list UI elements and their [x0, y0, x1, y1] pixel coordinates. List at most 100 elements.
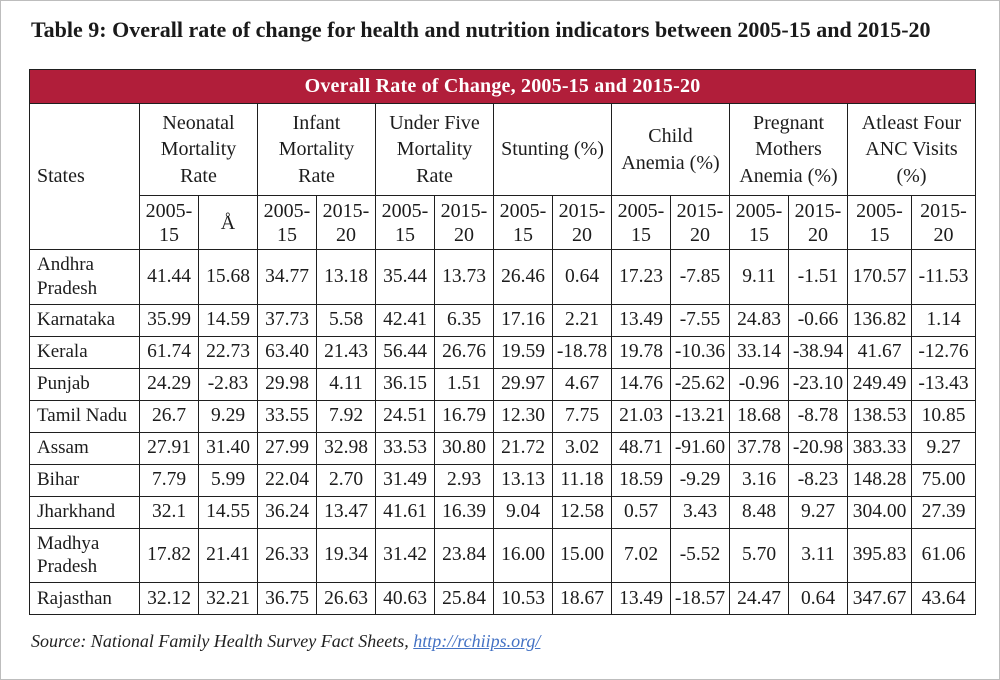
value-cell: 2.93 [434, 463, 494, 497]
value-cell: 13.73 [434, 249, 494, 305]
value-cell: -11.53 [910, 249, 977, 305]
table-row: Madhya Pradesh 17.82 21.41 26.33 19.34 31.42 2… [29, 527, 977, 583]
value-cell: -18.57 [670, 582, 730, 615]
value-cell: 7.02 [611, 527, 671, 583]
value-cell: 3.02 [552, 431, 612, 465]
value-cell: 16.79 [434, 399, 494, 433]
value-cell: -38.94 [788, 335, 848, 369]
value-cell: 19.34 [316, 527, 376, 583]
period-sub-header: 2005- 15 [847, 195, 912, 250]
sub-header-row: 2005- 15 Å 2005- 15 2015- 20 2005- 15 2015- 2… [30, 195, 977, 250]
value-cell: 21.03 [611, 399, 671, 433]
column-group-header: Pregnant Mothers Anemia (%) [729, 103, 848, 196]
value-cell: 0.57 [611, 495, 671, 529]
table-row: Bihar 7.79 5.99 22.04 2.70 31.49 2.93 13.13 11.1… [29, 463, 977, 497]
table-row: Karnataka 35.99 14.59 37.73 5.58 42.41 6.35 17.… [29, 303, 977, 337]
value-cell: 3.43 [670, 495, 730, 529]
value-cell: -10.36 [670, 335, 730, 369]
value-cell: -5.52 [670, 527, 730, 583]
table-row: Tamil Nadu 26.7 9.29 33.55 7.92 24.51 16.79 12.… [29, 399, 977, 433]
value-cell: 7.75 [552, 399, 612, 433]
value-cell: 5.58 [316, 303, 376, 337]
column-group-header: Infant Mortality Rate [257, 103, 376, 196]
value-cell: 15.00 [552, 527, 612, 583]
value-cell: 37.73 [257, 303, 317, 337]
value-cell: 61.06 [910, 527, 977, 583]
value-cell: 27.91 [139, 431, 199, 465]
value-cell: 14.76 [611, 367, 671, 401]
value-cell: 24.83 [729, 303, 789, 337]
value-cell: 36.15 [375, 367, 435, 401]
value-cell: 7.92 [316, 399, 376, 433]
value-cell: 24.29 [139, 367, 199, 401]
value-cell: 26.7 [139, 399, 199, 433]
states-column-header: States [29, 103, 140, 250]
value-cell: 33.53 [375, 431, 435, 465]
source-link[interactable]: http://rchiips.org/ [413, 631, 541, 651]
value-cell: 43.64 [910, 582, 977, 615]
column-group-header: Stunting (%) [493, 103, 612, 196]
value-cell: 9.04 [493, 495, 553, 529]
value-cell: 17.23 [611, 249, 671, 305]
value-cell: 3.11 [788, 527, 848, 583]
value-cell: 18.59 [611, 463, 671, 497]
value-cell: -23.10 [788, 367, 848, 401]
period-sub-header: 2005- 15 [375, 195, 435, 250]
source-text: Source: National Family Health Survey Fa… [31, 631, 414, 651]
value-cell: 14.59 [198, 303, 258, 337]
value-cell: 0.64 [788, 582, 848, 615]
value-cell: 35.99 [139, 303, 199, 337]
value-cell: 32.98 [316, 431, 376, 465]
value-cell: 0.64 [552, 249, 612, 305]
value-cell: 10.85 [910, 399, 977, 433]
value-cell: 2.70 [316, 463, 376, 497]
value-cell: 19.59 [493, 335, 553, 369]
period-sub-header: 2015- 20 [910, 195, 977, 250]
value-cell: 32.21 [198, 582, 258, 615]
value-cell: -13.43 [910, 367, 977, 401]
period-sub-header: 2005- 15 [729, 195, 789, 250]
value-cell: 347.67 [847, 582, 912, 615]
value-cell: 23.84 [434, 527, 494, 583]
value-cell: 16.39 [434, 495, 494, 529]
value-cell: 5.70 [729, 527, 789, 583]
value-cell: -13.21 [670, 399, 730, 433]
value-cell: 10.53 [493, 582, 553, 615]
value-cell: 18.67 [552, 582, 612, 615]
state-name: Bihar [29, 463, 140, 497]
value-cell: -20.98 [788, 431, 848, 465]
value-cell: 41.67 [847, 335, 912, 369]
value-cell: 138.53 [847, 399, 912, 433]
value-cell: 30.80 [434, 431, 494, 465]
value-cell: 395.83 [847, 527, 912, 583]
value-cell: 170.57 [847, 249, 912, 305]
value-cell: 22.04 [257, 463, 317, 497]
value-cell: 5.99 [198, 463, 258, 497]
state-name: Jharkhand [29, 495, 140, 529]
period-sub-header: 2005- 15 [257, 195, 317, 250]
column-group-header: Under Five Mortality Rate [375, 103, 494, 196]
value-cell: 56.44 [375, 335, 435, 369]
value-cell: 63.40 [257, 335, 317, 369]
state-name: Kerala [29, 335, 140, 369]
period-sub-header: 2015- 20 [788, 195, 848, 250]
value-cell: 25.84 [434, 582, 494, 615]
value-cell: 9.27 [910, 431, 977, 465]
table-body: Andhra Pradesh 41.44 15.68 34.77 13.18 35.44 1… [29, 249, 977, 615]
value-cell: 32.12 [139, 582, 199, 615]
value-cell: 1.14 [910, 303, 977, 337]
value-cell: -1.51 [788, 249, 848, 305]
value-cell: 24.51 [375, 399, 435, 433]
value-cell: 42.41 [375, 303, 435, 337]
period-sub-header: 2005- 15 [139, 195, 199, 250]
value-cell: 37.78 [729, 431, 789, 465]
state-name: Assam [29, 431, 140, 465]
value-cell: 75.00 [910, 463, 977, 497]
value-cell: 9.29 [198, 399, 258, 433]
state-name: Tamil Nadu [29, 399, 140, 433]
value-cell: 27.39 [910, 495, 977, 529]
value-cell: -18.78 [552, 335, 612, 369]
value-cell: -91.60 [670, 431, 730, 465]
period-sub-header: Å [198, 195, 258, 250]
table-row: Jharkhand 32.1 14.55 36.24 13.47 41.61 16.39 9.… [29, 495, 977, 529]
